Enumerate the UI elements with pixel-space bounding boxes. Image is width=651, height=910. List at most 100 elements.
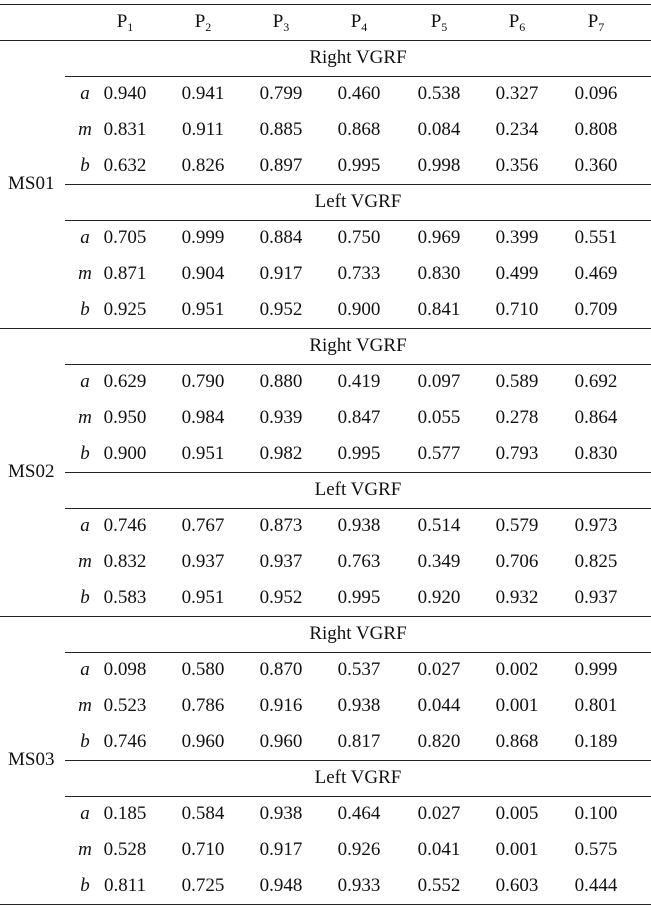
subject-label: MS01 (8, 173, 55, 194)
table-cell: 0.933 (337, 875, 381, 896)
table-cell: 0.767 (181, 515, 225, 536)
table-cell: 0.786 (181, 695, 225, 716)
table-cell: 0.001 (495, 695, 539, 716)
parameter-label: a (80, 803, 90, 824)
column-header-symbol: P (587, 11, 599, 32)
table-cell: 0.327 (495, 83, 539, 104)
table-cell: 0.575 (574, 839, 618, 860)
table-cell: 0.706 (495, 551, 539, 572)
section-rule (65, 220, 651, 221)
parameter-label: m (78, 551, 92, 572)
table-cell: 0.960 (181, 731, 225, 752)
table-cell: 0.871 (103, 263, 147, 284)
table-cell: 0.710 (181, 839, 225, 860)
column-header-index: 2 (205, 20, 212, 34)
table-cell: 0.904 (181, 263, 225, 284)
table-cell: 0.514 (417, 515, 461, 536)
table-cell: 0.005 (495, 803, 539, 824)
table-cell: 0.750 (337, 227, 381, 248)
table-cell: 0.999 (181, 227, 225, 248)
table-cell: 0.469 (574, 263, 618, 284)
table-cell: 0.817 (337, 731, 381, 752)
table-cell: 0.937 (181, 551, 225, 572)
column-header-index: 4 (361, 20, 368, 34)
table-cell: 0.041 (417, 839, 461, 860)
table-cell: 0.960 (259, 731, 303, 752)
table-cell: 0.917 (259, 839, 303, 860)
table-cell: 0.552 (417, 875, 461, 896)
table-cell: 0.937 (574, 587, 618, 608)
column-header-index: 1 (127, 20, 134, 34)
table-cell: 0.830 (417, 263, 461, 284)
table-cell: 0.938 (337, 515, 381, 536)
table-cell: 0.523 (103, 695, 147, 716)
table-cell: 0.841 (417, 299, 461, 320)
parameter-label: a (80, 371, 90, 392)
table-cell: 0.097 (417, 371, 461, 392)
parameter-label: a (80, 83, 90, 104)
table-cell: 0.583 (103, 587, 147, 608)
table-cell: 0.926 (337, 839, 381, 860)
table-cell: 0.577 (417, 443, 461, 464)
table-cell: 0.709 (574, 299, 618, 320)
table-cell: 0.538 (417, 83, 461, 104)
parameter-label: m (78, 263, 92, 284)
table-cell: 0.999 (574, 659, 618, 680)
table-cell: 0.799 (259, 83, 303, 104)
column-header-symbol: P (508, 11, 520, 32)
table-cell: 0.950 (103, 407, 147, 428)
section-title: Left VGRF (314, 767, 402, 788)
table-cell: 0.873 (259, 515, 303, 536)
table-cell: 0.995 (337, 587, 381, 608)
table-cell: 0.551 (574, 227, 618, 248)
table-cell: 0.900 (103, 443, 147, 464)
table-cell: 0.692 (574, 371, 618, 392)
table-cell: 0.825 (574, 551, 618, 572)
table-cell: 0.710 (495, 299, 539, 320)
table-cell: 0.973 (574, 515, 618, 536)
table-cell: 0.951 (181, 587, 225, 608)
column-header-symbol: P (116, 11, 128, 32)
table-cell: 0.925 (103, 299, 147, 320)
parameter-label: b (80, 731, 90, 752)
parameter-label: m (78, 407, 92, 428)
table-cell: 0.603 (495, 875, 539, 896)
table-cell: 0.801 (574, 695, 618, 716)
table-cell: 0.356 (495, 155, 539, 176)
column-header-index: 6 (519, 20, 526, 34)
table-cell: 0.864 (574, 407, 618, 428)
column-header: P7 (561, 4, 631, 40)
table-cell: 0.763 (337, 551, 381, 572)
table-cell: 0.948 (259, 875, 303, 896)
table-cell: 0.830 (574, 443, 618, 464)
table-cell: 0.464 (337, 803, 381, 824)
section-rule (65, 508, 651, 509)
section-title: Right VGRF (309, 47, 407, 68)
table-cell: 0.096 (574, 83, 618, 104)
section-title: Right VGRF (309, 623, 407, 644)
table-cell: 0.100 (574, 803, 618, 824)
table-cell: 0.790 (181, 371, 225, 392)
table-cell: 0.916 (259, 695, 303, 716)
table-cell: 0.938 (337, 695, 381, 716)
parameter-label: b (80, 299, 90, 320)
table-cell: 0.995 (337, 155, 381, 176)
section-title: Left VGRF (314, 479, 402, 500)
top-rule (0, 4, 651, 5)
table-cell: 0.419 (337, 371, 381, 392)
column-header-symbol: P (194, 11, 206, 32)
bottom-rule (0, 904, 651, 905)
column-header-index: 7 (598, 20, 605, 34)
table-cell: 0.932 (495, 587, 539, 608)
table-cell: 0.820 (417, 731, 461, 752)
table-cell: 0.811 (103, 875, 147, 896)
table-cell: 0.880 (259, 371, 303, 392)
section-rule (65, 796, 651, 797)
table-cell: 0.444 (574, 875, 618, 896)
parameter-label: m (78, 695, 92, 716)
table-cell: 0.234 (495, 119, 539, 140)
table-cell: 0.746 (103, 515, 147, 536)
subject-label: MS03 (8, 749, 55, 770)
table-cell: 0.725 (181, 875, 225, 896)
